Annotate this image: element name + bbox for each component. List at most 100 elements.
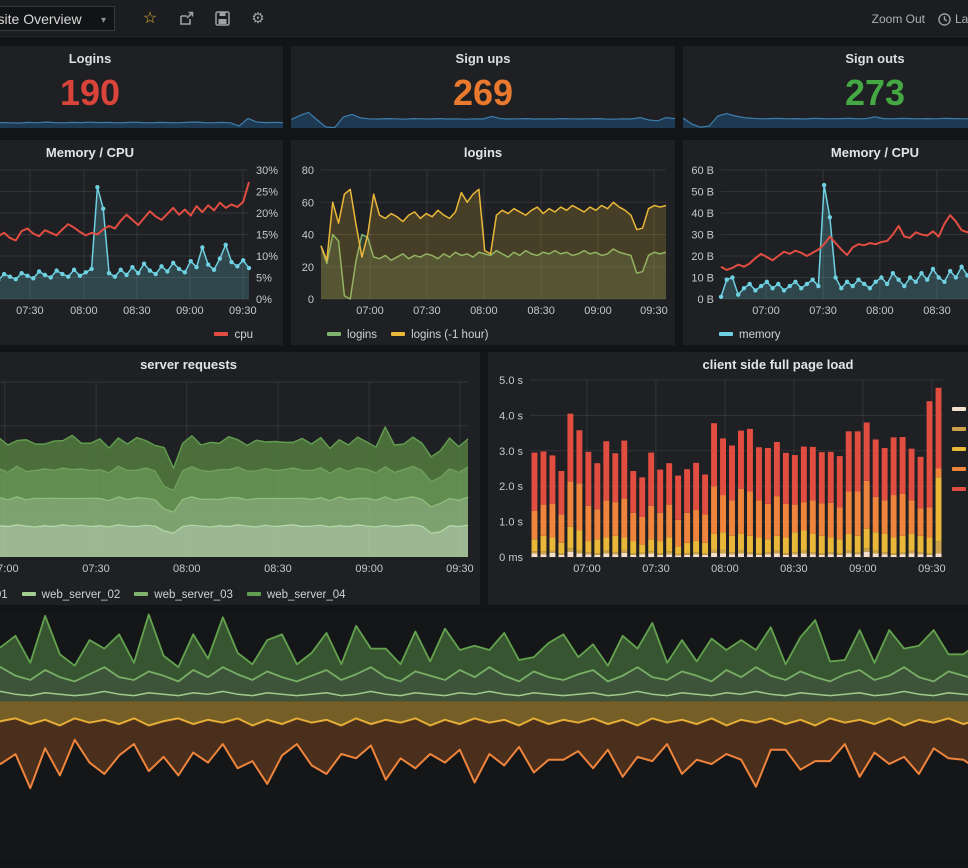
svg-text:2.0 s: 2.0 s — [499, 481, 523, 493]
legend-swatch — [952, 407, 966, 411]
svg-text:50 B: 50 B — [691, 187, 714, 199]
svg-text:09:00: 09:00 — [849, 563, 877, 575]
svg-text:5.0 s: 5.0 s — [499, 375, 523, 387]
legend-swatch — [952, 487, 966, 491]
legend-label: logins — [347, 329, 377, 341]
panel-title[interactable]: server requests — [0, 352, 480, 376]
star-icon[interactable]: ☆ — [140, 9, 160, 29]
legend — [952, 400, 968, 500]
panel-title[interactable]: Sign ups — [291, 51, 675, 66]
panel-title[interactable]: Logins — [0, 51, 283, 66]
svg-text:15%: 15% — [256, 230, 278, 242]
legend-swatch — [134, 592, 148, 596]
legend-swatch — [952, 447, 966, 451]
legend-label: memory — [739, 329, 781, 341]
svg-text:08:30: 08:30 — [780, 563, 808, 575]
legend-swatch — [719, 332, 733, 336]
svg-text:0 B: 0 B — [697, 294, 714, 306]
svg-text:60: 60 — [302, 197, 314, 209]
svg-text:30%: 30% — [256, 165, 278, 177]
panel-title[interactable]: Memory / CPU — [683, 140, 968, 164]
memory-cpu-right-chart[interactable]: 0 B10 B20 B30 B40 B50 B60 B07:0007:3008:… — [683, 164, 968, 319]
svg-text:08:30: 08:30 — [123, 305, 151, 317]
legend-item[interactable]: logins — [327, 329, 377, 341]
panel-traffic — [0, 613, 968, 858]
legend-label: web_server_03 — [154, 589, 233, 601]
svg-text:09:30: 09:30 — [918, 563, 946, 575]
legend-item[interactable] — [952, 400, 968, 420]
legend-swatch — [952, 467, 966, 471]
server-requests-chart[interactable]: 07:0007:3008:0008:3009:0009:30 — [0, 376, 480, 579]
panel-title[interactable]: client side full page load — [488, 352, 968, 376]
navbar: Website Overview ▾ ☆ ⚙ Zoom Out Last 6 h… — [0, 0, 968, 39]
panel-server-requests: server requests 07:0007:3008:0008:3009:0… — [0, 352, 480, 605]
legend-item[interactable]: web_server_02 — [22, 589, 121, 601]
panel-title[interactable]: Memory / CPU — [0, 140, 283, 164]
legend-item[interactable] — [952, 440, 968, 460]
panel-signups-stat: Sign ups 269 — [291, 46, 675, 128]
share-icon[interactable] — [176, 9, 196, 29]
zoom-out-button[interactable]: Zoom Out — [872, 0, 925, 38]
stat-value: 190 — [0, 72, 283, 114]
dashboard-title-dropdown[interactable]: Website Overview ▾ — [0, 6, 115, 31]
clock-icon — [938, 13, 951, 26]
legend-label: web_server_04 — [267, 589, 346, 601]
dashboard: Logins 190 Sign ups 269 Sign outs 273 Me… — [0, 38, 968, 868]
panel-memory-cpu-left: Memory / CPU 0%5%10%15%20%25%30%07:3008:… — [0, 140, 283, 345]
svg-text:08:00: 08:00 — [866, 305, 894, 317]
svg-text:07:00: 07:00 — [573, 563, 601, 575]
svg-text:07:30: 07:30 — [642, 563, 670, 575]
svg-text:5%: 5% — [256, 273, 272, 285]
legend-item[interactable] — [952, 480, 968, 500]
legend-item[interactable] — [952, 420, 968, 440]
svg-text:08:00: 08:00 — [173, 563, 201, 575]
stat-value: 273 — [683, 72, 968, 114]
memory-cpu-left-chart[interactable]: 0%5%10%15%20%25%30%07:3008:0008:3009:000… — [0, 164, 283, 319]
legend-swatch — [327, 332, 341, 336]
svg-text:09:00: 09:00 — [584, 305, 612, 317]
save-icon[interactable] — [212, 9, 232, 29]
svg-text:20: 20 — [302, 262, 314, 274]
legend-swatch — [952, 427, 966, 431]
svg-text:07:00: 07:00 — [752, 305, 780, 317]
svg-text:09:30: 09:30 — [640, 305, 668, 317]
svg-text:10 B: 10 B — [691, 273, 714, 285]
svg-text:08:00: 08:00 — [711, 563, 739, 575]
svg-text:07:30: 07:30 — [413, 305, 441, 317]
svg-text:0 ms: 0 ms — [499, 552, 523, 564]
gear-icon[interactable]: ⚙ — [248, 9, 268, 29]
svg-text:09:30: 09:30 — [446, 563, 474, 575]
svg-text:20%: 20% — [256, 208, 278, 220]
legend-item[interactable]: logins (-1 hour) — [391, 329, 488, 341]
grafana-dashboard: { "navbar":{ "dashboard_title":"Website … — [0, 0, 968, 773]
time-picker[interactable]: Last 6 hours — [938, 0, 968, 38]
legend-item[interactable]: memory — [719, 329, 781, 341]
svg-text:08:30: 08:30 — [923, 305, 951, 317]
legend-item[interactable]: web_server_01 — [0, 589, 8, 601]
legend-swatch — [22, 592, 36, 596]
svg-text:0: 0 — [308, 294, 314, 306]
panel-title[interactable]: logins — [291, 140, 675, 164]
svg-text:09:00: 09:00 — [176, 305, 204, 317]
legend-item[interactable]: cpu — [214, 329, 253, 341]
panel-title[interactable]: Sign outs — [683, 51, 968, 66]
svg-text:08:00: 08:00 — [70, 305, 98, 317]
svg-text:4.0 s: 4.0 s — [499, 410, 523, 422]
legend: web_server_01 web_server_02 web_server_03 w… — [0, 589, 360, 601]
logins-chart[interactable]: 02040608007:0007:3008:0008:3009:0009:30 — [291, 164, 675, 319]
legend-item[interactable] — [952, 460, 968, 480]
time-range-label: Last 6 hours — [955, 12, 968, 26]
svg-text:09:00: 09:00 — [355, 563, 383, 575]
panel-memory-cpu-right: Memory / CPU 0 B10 B20 B30 B40 B50 B60 B… — [683, 140, 968, 345]
legend: memory — [719, 329, 795, 341]
traffic-chart[interactable] — [0, 613, 968, 858]
svg-text:80: 80 — [302, 165, 314, 177]
page-load-chart[interactable]: 0 ms1.0 s2.0 s3.0 s4.0 s5.0 s07:0007:300… — [488, 374, 968, 581]
svg-text:09:30: 09:30 — [229, 305, 257, 317]
legend-item[interactable]: web_server_04 — [247, 589, 346, 601]
legend-label: logins (-1 hour) — [411, 329, 488, 341]
chevron-down-icon: ▾ — [101, 8, 106, 33]
legend-item[interactable]: web_server_03 — [134, 589, 233, 601]
legend: cpu — [214, 329, 267, 341]
svg-text:20 B: 20 B — [691, 251, 714, 263]
